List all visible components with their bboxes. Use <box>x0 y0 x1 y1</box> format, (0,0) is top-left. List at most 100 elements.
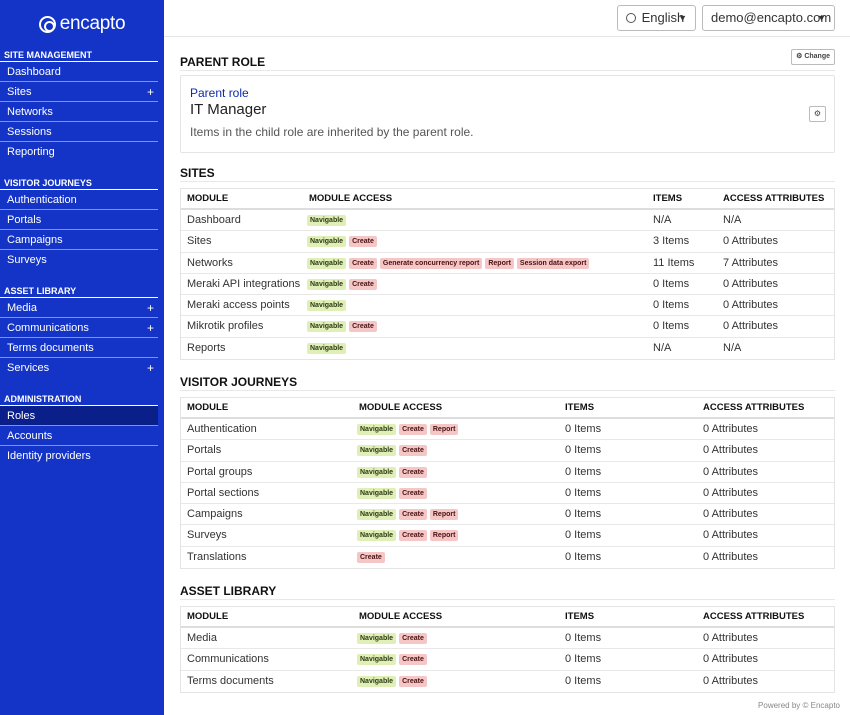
sidebar-item-label: Services <box>7 362 50 374</box>
table-row: Terms documents Navigable Create 0 Items 0 A… <box>181 671 834 692</box>
sidebar-nav: SITE MANAGEMENT Dashboard Sites + Networks Se… <box>0 48 164 466</box>
attributes-count: 0 Attributes <box>703 444 759 457</box>
access-badge: Create <box>399 654 427 666</box>
nav-section-title: VISITOR JOURNEYS <box>0 176 158 190</box>
expand-plus-icon[interactable]: + <box>146 301 154 315</box>
sidebar-item[interactable]: Sites + <box>0 82 158 102</box>
module-access-badges: Navigable Create <box>357 649 427 670</box>
nav-section: VISITOR JOURNEYS Authentication Portals Cam… <box>0 176 164 270</box>
table-row: Translations Create 0 Items 0 Attributes <box>181 547 834 568</box>
module-access-badges: Navigable <box>307 295 347 316</box>
access-badge: Navigable <box>357 675 397 687</box>
sidebar-item[interactable]: Identity providers <box>0 446 158 466</box>
column-header-module: MODULE <box>187 611 229 622</box>
table-row: Portal groups Navigable Create 0 Items 0 Att… <box>181 462 834 483</box>
attributes-count: 0 Attributes <box>703 674 759 687</box>
sidebar-item[interactable]: Campaigns <box>0 230 158 250</box>
attributes-count: N/A <box>723 214 742 226</box>
change-button[interactable]: ⚙ Change <box>791 49 835 65</box>
language-dropdown[interactable]: English ▼ <box>617 5 696 31</box>
expand-plus-icon[interactable]: + <box>146 85 154 99</box>
sidebar-item[interactable]: Dashboard <box>0 62 158 82</box>
sidebar-item[interactable]: Sessions <box>0 122 158 142</box>
sidebar-item-label: Reporting <box>7 146 55 158</box>
access-badge: Create <box>349 236 377 248</box>
access-badge: Create <box>349 257 377 269</box>
module-access-badges: Navigable <box>307 338 347 359</box>
column-header-attributes: ACCESS ATTRIBUTES <box>723 193 825 204</box>
column-header-module: MODULE <box>187 193 229 204</box>
access-badge: Navigable <box>357 530 397 542</box>
access-badge: Create <box>399 487 427 499</box>
sidebar-item[interactable]: Communications + <box>0 318 158 338</box>
access-badge: Create <box>399 466 427 478</box>
items-count: N/A <box>653 214 672 226</box>
module-name: Dashboard <box>187 214 241 226</box>
module-name: Networks <box>187 256 233 269</box>
items-count: 0 Items <box>653 320 690 333</box>
module-name: Surveys <box>187 529 227 542</box>
attributes-count: 7 Attributes <box>723 256 779 269</box>
expand-plus-icon[interactable]: + <box>146 321 154 335</box>
sidebar-item[interactable]: Services + <box>0 358 158 378</box>
module-name: Communications <box>187 653 269 666</box>
permissions-table: MODULE MODULE ACCESS ITEMS ACCESS ATTRIBUTE… <box>180 188 835 361</box>
footer: Powered by © Encapto <box>758 701 840 710</box>
sidebar-item-label: Networks <box>7 106 53 118</box>
access-badge: Navigable <box>357 654 397 666</box>
encapto-logo-icon <box>38 15 56 33</box>
access-badge: Session data export <box>516 257 590 269</box>
items-count: 0 Items <box>565 508 602 521</box>
table-row: Portal sections Navigable Create 0 Items 0 A… <box>181 483 834 505</box>
module-access-badges: Navigable <box>307 210 347 231</box>
access-badge: Report <box>429 530 459 542</box>
section-heading: ASSET LIBRARY <box>180 582 835 600</box>
sidebar-item-label: Portals <box>7 214 42 226</box>
sidebar-item[interactable]: Networks <box>0 102 158 122</box>
sidebar-item-label: Surveys <box>7 254 47 266</box>
access-badge: Navigable <box>307 257 347 269</box>
nav-section-title: ADMINISTRATION <box>0 392 158 406</box>
sidebar-item[interactable]: Terms documents <box>0 338 158 358</box>
expand-plus-icon[interactable]: + <box>146 361 154 375</box>
module-name: Portal sections <box>187 486 260 499</box>
access-badge: Navigable <box>307 342 347 354</box>
parent-role-card: Parent role IT Manager Items in the chil… <box>180 75 835 153</box>
items-count: 0 Items <box>565 674 602 687</box>
access-badge: Report <box>429 509 459 521</box>
attributes-count: 0 Attributes <box>703 550 759 563</box>
module-access-badges: Navigable Create Report <box>357 525 459 546</box>
access-badge: Navigable <box>307 215 347 226</box>
attributes-count: 0 Attributes <box>703 465 759 478</box>
user-dropdown[interactable]: demo@encapto.com ▼ <box>702 5 835 31</box>
sidebar-item[interactable]: Surveys <box>0 250 158 270</box>
brand-logo[interactable]: encapto <box>0 0 164 48</box>
module-name: Meraki API integrations <box>187 277 301 290</box>
module-access-badges: Navigable Create <box>307 316 377 337</box>
module-access-badges: Navigable Create Report <box>357 504 459 525</box>
access-badge: Create <box>399 445 427 457</box>
table-row: Campaigns Navigable Create Report 0 Items 0 A… <box>181 504 834 526</box>
table-row: Sites Navigable Create 3 Items 0 Attributes <box>181 231 834 253</box>
sidebar-item[interactable]: Media + <box>0 298 158 318</box>
module-name: Terms documents <box>187 674 274 687</box>
settings-button[interactable]: ⚙ <box>809 106 826 122</box>
sidebar-item-label: Terms documents <box>7 342 94 354</box>
sidebar-item[interactable]: Reporting <box>0 142 158 162</box>
module-name: Mikrotik profiles <box>187 320 264 333</box>
items-count: 0 Items <box>565 550 602 563</box>
module-access-badges: Navigable Create <box>357 440 427 461</box>
sidebar-item[interactable]: Portals <box>0 210 158 230</box>
sidebar-item[interactable]: Roles <box>0 406 158 426</box>
table-row: Communications Navigable Create 0 Items 0 At… <box>181 649 834 671</box>
sidebar-item[interactable]: Accounts <box>0 426 158 446</box>
access-badge: Navigable <box>357 466 397 478</box>
caret-down-icon: ▼ <box>678 13 687 23</box>
access-badge: Navigable <box>307 278 347 290</box>
attributes-count: 0 Attributes <box>703 653 759 666</box>
sidebar-item[interactable]: Authentication <box>0 190 158 210</box>
access-badge: Create <box>357 551 385 563</box>
access-badge: Create <box>399 424 427 435</box>
attributes-count: 0 Attributes <box>703 632 759 644</box>
sidebar-item-label: Media <box>7 302 37 314</box>
